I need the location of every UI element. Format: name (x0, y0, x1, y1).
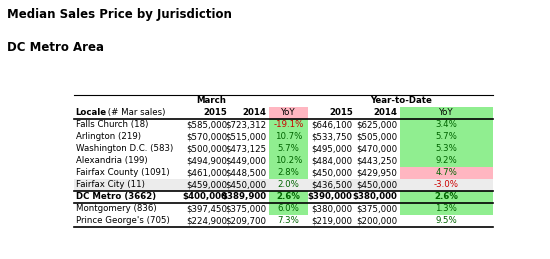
Text: $448,500: $448,500 (226, 168, 267, 177)
Text: $625,000: $625,000 (356, 120, 397, 129)
Text: DC Metro Area: DC Metro Area (7, 41, 104, 54)
Text: $450,000: $450,000 (226, 180, 267, 189)
Text: $459,000: $459,000 (186, 180, 227, 189)
Text: $219,000: $219,000 (312, 216, 353, 225)
Bar (269, 143, 309, 155)
Text: DC Metro (3662): DC Metro (3662) (75, 192, 156, 201)
Text: 2.0%: 2.0% (278, 180, 300, 189)
Text: $494,900: $494,900 (186, 156, 227, 165)
Text: $390,000: $390,000 (308, 192, 353, 201)
Text: $200,000: $200,000 (356, 216, 397, 225)
Text: $585,000: $585,000 (186, 120, 227, 129)
Bar (269, 131, 309, 143)
Text: Washington D.C. (583): Washington D.C. (583) (75, 144, 173, 153)
Bar (399, 203, 493, 214)
Text: Year-to-Date: Year-to-Date (370, 96, 432, 105)
Text: YoY: YoY (282, 108, 296, 117)
Text: 2014: 2014 (243, 108, 267, 117)
Text: March: March (196, 96, 226, 105)
Text: $515,000: $515,000 (226, 132, 267, 141)
Text: $380,000: $380,000 (352, 192, 397, 201)
Bar (269, 191, 309, 203)
Text: 9.2%: 9.2% (435, 156, 457, 165)
Text: $224,900: $224,900 (186, 216, 227, 225)
Bar (269, 155, 309, 167)
Text: 2015: 2015 (204, 108, 227, 117)
Text: 2015: 2015 (329, 108, 353, 117)
Text: $533,750: $533,750 (311, 132, 353, 141)
Text: $449,000: $449,000 (226, 156, 267, 165)
Text: 2.6%: 2.6% (434, 192, 458, 201)
Text: 7.3%: 7.3% (278, 216, 300, 225)
Bar (399, 107, 493, 119)
Text: Locale: Locale (75, 108, 107, 117)
Text: 10.2%: 10.2% (275, 156, 302, 165)
Text: Montgomery (836): Montgomery (836) (75, 204, 156, 213)
Text: 1.3%: 1.3% (435, 204, 457, 213)
Text: Falls Church (18): Falls Church (18) (75, 120, 148, 129)
Bar (74, 179, 493, 191)
Text: 6.0%: 6.0% (278, 204, 300, 213)
Text: 5.7%: 5.7% (435, 132, 457, 141)
Text: $570,000: $570,000 (186, 132, 227, 141)
Text: 9.5%: 9.5% (435, 216, 457, 225)
Text: Arlington (219): Arlington (219) (75, 132, 141, 141)
Text: Prince George's (705): Prince George's (705) (75, 216, 169, 225)
Text: 4.7%: 4.7% (435, 168, 457, 177)
Bar (269, 167, 309, 179)
Text: 2014: 2014 (373, 108, 397, 117)
Bar (269, 107, 309, 119)
Text: $500,000: $500,000 (186, 144, 227, 153)
Bar (269, 119, 309, 131)
Text: $375,000: $375,000 (226, 204, 267, 213)
Bar (399, 167, 493, 179)
Text: $646,100: $646,100 (311, 120, 353, 129)
Bar (399, 179, 493, 191)
Text: $461,000: $461,000 (186, 168, 227, 177)
Text: $400,000: $400,000 (183, 192, 227, 201)
Text: 2.8%: 2.8% (278, 168, 300, 177)
Text: $484,000: $484,000 (311, 156, 353, 165)
Text: Fairfax County (1091): Fairfax County (1091) (75, 168, 169, 177)
Text: 3.4%: 3.4% (435, 120, 457, 129)
Text: $495,000: $495,000 (312, 144, 353, 153)
Text: $470,000: $470,000 (356, 144, 397, 153)
Text: $209,700: $209,700 (226, 216, 267, 225)
Text: YoY: YoY (439, 108, 454, 117)
Text: $397,450: $397,450 (186, 204, 227, 213)
Text: 5.3%: 5.3% (435, 144, 457, 153)
Text: $380,000: $380,000 (311, 204, 353, 213)
Bar (399, 143, 493, 155)
Text: $375,000: $375,000 (356, 204, 397, 213)
Bar (399, 191, 493, 203)
Text: $450,000: $450,000 (311, 168, 353, 177)
Text: (# Mar sales): (# Mar sales) (104, 108, 165, 117)
Text: Median Sales Price by Jurisdiction: Median Sales Price by Jurisdiction (7, 8, 232, 21)
Text: $436,500: $436,500 (311, 180, 353, 189)
Text: $450,000: $450,000 (356, 180, 397, 189)
Text: $389,900: $389,900 (222, 192, 267, 201)
Text: 10.7%: 10.7% (275, 132, 302, 141)
Text: $723,312: $723,312 (226, 120, 267, 129)
Text: -19.1%: -19.1% (273, 120, 304, 129)
Bar (399, 155, 493, 167)
Bar (399, 119, 493, 131)
Text: -3.0%: -3.0% (434, 180, 459, 189)
Text: $505,000: $505,000 (356, 132, 397, 141)
Text: 2.6%: 2.6% (277, 192, 301, 201)
Text: Fairfax City (11): Fairfax City (11) (75, 180, 145, 189)
Text: 5.7%: 5.7% (278, 144, 300, 153)
Bar (269, 179, 309, 191)
Bar (399, 131, 493, 143)
Text: $443,250: $443,250 (356, 156, 397, 165)
Bar (269, 203, 309, 214)
Text: $473,125: $473,125 (226, 144, 267, 153)
Text: $429,950: $429,950 (356, 168, 397, 177)
Text: Alexandria (199): Alexandria (199) (75, 156, 147, 165)
